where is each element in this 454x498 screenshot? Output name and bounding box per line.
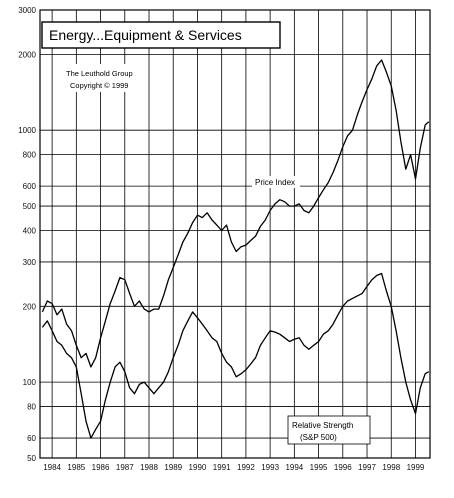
x-axis: 1984 1985 1986 1987 1988 1989 1990 1991 1992 1993…: [43, 463, 425, 472]
y-tick-label: 1000: [18, 126, 36, 135]
x-tick-label: 1990: [189, 463, 207, 472]
title-box: [41, 21, 281, 49]
x-tick-label: 1998: [382, 463, 400, 472]
x-tick-label: 1985: [67, 463, 85, 472]
annotation-line-1: The Leuthold Group: [66, 69, 133, 78]
y-tick-label: 500: [23, 202, 37, 211]
x-tick-label: 1991: [213, 463, 231, 472]
x-tick-label: 1996: [334, 463, 352, 472]
y-tick-label: 60: [27, 434, 36, 443]
relative-strength-label-box: [287, 415, 371, 445]
y-tick-label: 3000: [18, 6, 36, 15]
x-tick-label: 1986: [92, 463, 110, 472]
annotation-box: [60, 64, 140, 92]
y-tick-label: 100: [23, 378, 37, 387]
y-tick-label: 600: [23, 182, 37, 191]
series-layer: [41, 59, 430, 439]
x-tick-label: 1995: [310, 463, 328, 472]
x-tick-label: 1999: [407, 463, 425, 472]
x-tick-label: 1984: [43, 463, 61, 472]
y-tick-label: 80: [27, 403, 36, 412]
x-tick-label: 1989: [164, 463, 182, 472]
y-axis: 3000 2000 1000 800 600 500 400 300 200 100 80 60 50: [18, 6, 36, 463]
x-tick-label: 1987: [116, 463, 134, 472]
y-tick-label: 50: [27, 454, 36, 463]
relative-strength-label-line-2: (S&P 500): [300, 433, 337, 442]
price-index-line: [41, 59, 430, 368]
y-tick-label: 800: [23, 151, 37, 160]
y-tick-label: 300: [23, 258, 37, 267]
x-tick-label: 1993: [261, 463, 279, 472]
x-tick-label: 1994: [285, 463, 303, 472]
relative-strength-label-line-1: Relative Strength: [292, 421, 353, 430]
y-tick-label: 400: [23, 226, 37, 235]
relative-strength-line: [41, 272, 430, 439]
x-tick-label: 1992: [237, 463, 255, 472]
price-index-label-box: [252, 176, 300, 188]
x-tick-label: 1997: [358, 463, 376, 472]
x-tick-label: 1988: [140, 463, 158, 472]
price-index-label: Price Index: [255, 178, 295, 187]
y-tick-label: 2000: [18, 50, 36, 59]
y-tick-label: 200: [23, 302, 37, 311]
annotation-line-2: Copyright © 1999: [70, 81, 128, 90]
chart-title: Energy...Equipment & Services: [49, 27, 242, 43]
